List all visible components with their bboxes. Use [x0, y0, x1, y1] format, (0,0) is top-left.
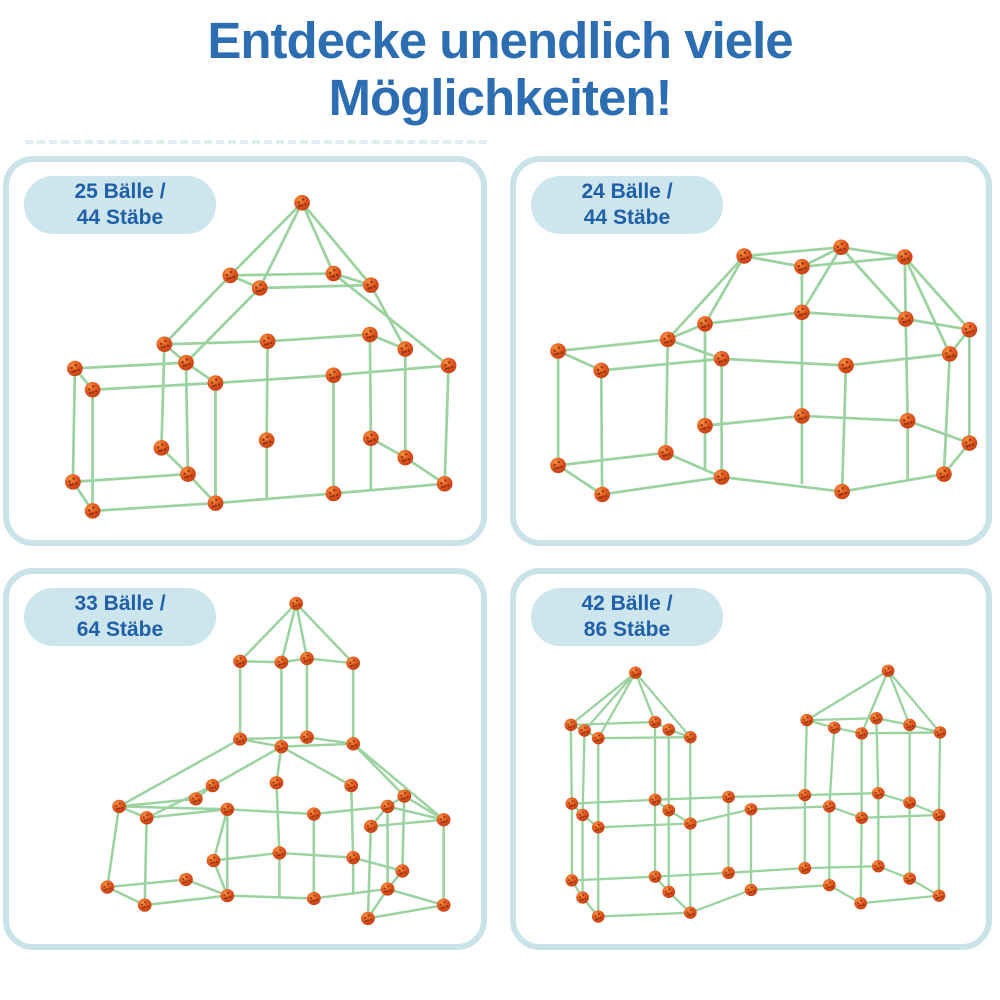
badge-balls-count: 25 Bälle / — [74, 180, 166, 203]
badge-balls-count: 24 Bälle / — [581, 180, 673, 203]
panels-grid: 25 Bälle / 44 Stäbe 24 Bälle / 44 Stäbe … — [3, 156, 992, 950]
badge-sticks-count: 44 Stäbe — [76, 206, 164, 229]
structure-photo-1 — [65, 194, 457, 519]
page-title: Entdecke unendlich viele Möglichkeiten! — [0, 12, 1000, 126]
page-title-line-2: Möglichkeiten! — [328, 69, 672, 126]
structure-photo-3 — [100, 596, 451, 926]
structure-panel-3: 33 Bälle / 64 Stäbe — [3, 568, 487, 950]
badge-sticks-count: 86 Stäbe — [583, 618, 671, 641]
structure-panel-2: 24 Bälle / 44 Stäbe — [510, 156, 992, 546]
badge-sticks-count: 44 Stäbe — [583, 206, 671, 229]
parts-count-badge-3: 33 Bälle / 64 Stäbe — [24, 588, 216, 646]
badge-sticks-count: 64 Stäbe — [76, 618, 164, 641]
structure-photo-4 — [564, 664, 947, 923]
structure-panel-4: 42 Bälle / 86 Stäbe — [510, 568, 992, 950]
badge-balls-count: 33 Bälle / — [74, 592, 166, 615]
page-title-line-1: Entdecke unendlich viele — [207, 12, 793, 69]
parts-count-badge-4: 42 Bälle / 86 Stäbe — [531, 588, 723, 646]
parts-count-badge-2: 24 Bälle / 44 Stäbe — [531, 176, 723, 234]
structure-panel-1: 25 Bälle / 44 Stäbe — [3, 156, 487, 546]
badge-balls-count: 42 Bälle / — [581, 592, 673, 615]
decorative-dash — [25, 140, 487, 144]
structure-photo-2 — [550, 239, 978, 503]
parts-count-badge-1: 25 Bälle / 44 Stäbe — [24, 176, 216, 234]
